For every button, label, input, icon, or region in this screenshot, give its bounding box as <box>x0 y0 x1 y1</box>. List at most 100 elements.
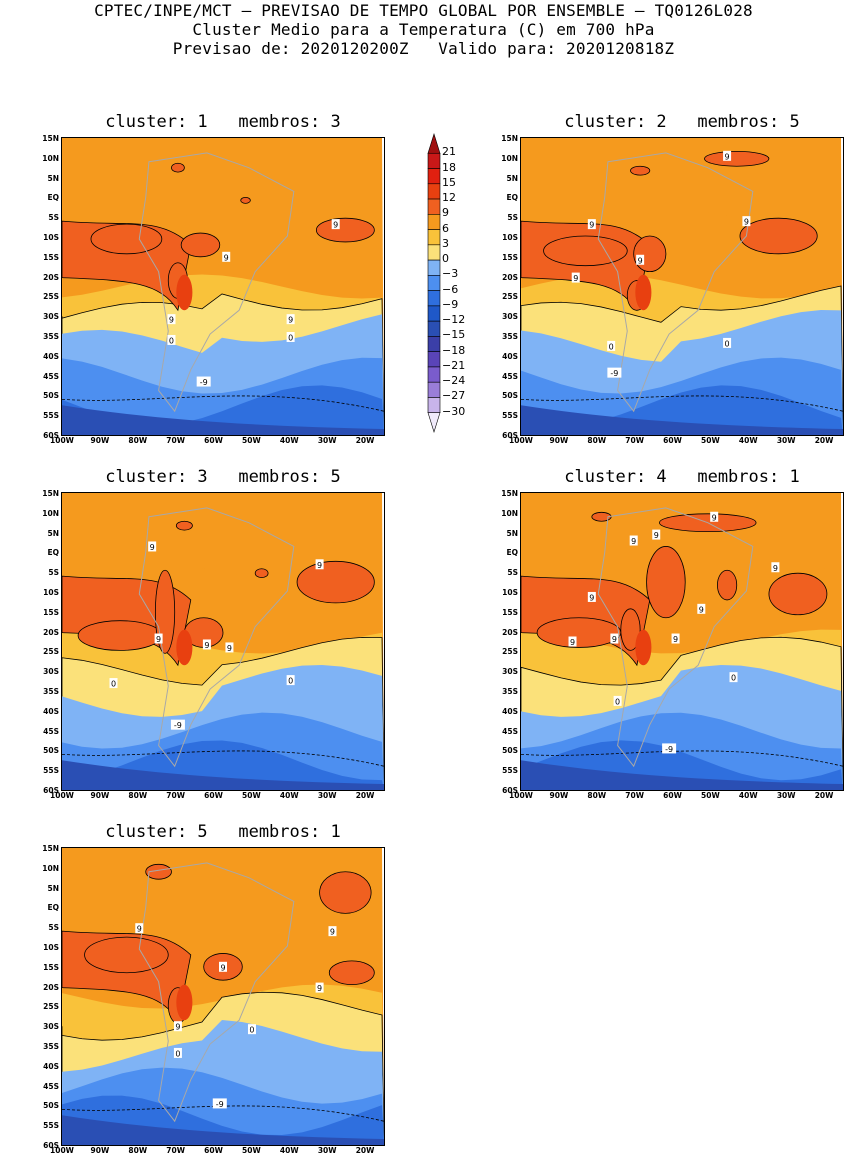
contour-label-box <box>148 541 157 552</box>
contour-label-box <box>568 636 577 647</box>
contour-label-box <box>607 340 616 351</box>
contour-label-text: 0 <box>609 342 614 351</box>
contour-label-text: 9 <box>204 641 209 650</box>
colorbar-label: −30 <box>442 404 466 418</box>
lon-tick-label: 80W <box>128 436 148 445</box>
temperature-field: 9 9 9 9 9 0 0 -9 <box>62 848 384 1145</box>
lat-tick-label: 30S <box>43 667 59 677</box>
lon-tick-label: 20W <box>814 436 834 445</box>
contour-label-text: 9 <box>227 644 232 653</box>
map-panel-4: 9 9 9 9 9 9 9 9 9 0 0 -9 <box>520 492 844 791</box>
contour-label: 9 <box>697 603 706 614</box>
contour-label: 9 <box>202 639 211 650</box>
contour-label: 9 <box>331 219 340 230</box>
lon-tick-label: 100W <box>509 791 533 800</box>
colorbar-label: 18 <box>442 160 456 174</box>
lat-tick-label: 45S <box>43 726 59 736</box>
contour-label-text: 9 <box>589 221 594 230</box>
warm-blob <box>254 568 269 579</box>
lon-tick-label: 40W <box>738 791 758 800</box>
warm-blob <box>633 235 667 273</box>
warm-blob <box>739 217 818 255</box>
contour-label: 9 <box>771 562 780 573</box>
lat-tick-label: 50S <box>43 391 59 401</box>
lat-tick-label: 5N <box>47 173 60 183</box>
contour-label-text: 0 <box>169 336 174 345</box>
map-panel-1: 9 9 9 9 0 0 -9 <box>61 137 385 436</box>
colorbar-label: −12 <box>442 313 466 327</box>
contour-label: 0 <box>607 340 616 351</box>
hot-core <box>635 274 652 311</box>
contour-label: 9 <box>148 541 157 552</box>
map-panel-3: 9 9 9 9 9 0 0 -9 <box>61 492 385 791</box>
lat-tick-label: EQ <box>506 193 519 203</box>
warm-blob <box>154 569 176 654</box>
contour-label: 9 <box>587 591 596 602</box>
contour-label: 9 <box>742 216 751 227</box>
lat-tick-label: 10S <box>43 233 59 242</box>
contour-label-box <box>613 695 622 706</box>
contour-label-text: 9 <box>288 316 293 325</box>
lat-tick-label: 5S <box>48 568 59 578</box>
lat-tick-label: 30S <box>502 312 518 322</box>
lon-tick-label: 90W <box>90 436 110 445</box>
lat-tick-label: 10S <box>502 233 518 242</box>
contour-label: 9 <box>636 254 645 265</box>
lat-tick-label: 5S <box>507 213 518 223</box>
main-title: CPTEC/INPE/MCT – PREVISAO DE TEMPO GLOBA… <box>94 1 753 20</box>
contour-label-box <box>170 719 185 730</box>
lat-tick-label: 25S <box>43 1002 59 1012</box>
contour-label-box <box>173 1021 182 1032</box>
panel-title-4: cluster: 4 membros: 1 <box>564 467 800 487</box>
colorbar-swatch <box>427 336 441 352</box>
forecast-dates: Previsao de: 2020120200Z Valido para: 20… <box>172 39 675 58</box>
contour-label: -9 <box>662 743 677 754</box>
lon-tick-label: 60W <box>204 791 223 800</box>
lon-tick-label: 30W <box>317 791 337 800</box>
contour-label-text: 9 <box>654 531 659 540</box>
lat-tick-label: 20S <box>43 982 59 992</box>
contour-label: 0 <box>286 675 295 686</box>
temperature-band <box>62 385 384 435</box>
warm-blob <box>296 560 375 604</box>
contour-label-text: 9 <box>699 605 704 614</box>
contour-label-text: -9 <box>174 721 182 730</box>
lon-tick-label: 60W <box>663 436 682 445</box>
lat-tick-label: 5S <box>507 568 518 578</box>
lat-tick-label: 50S <box>43 1101 59 1111</box>
lat-tick-label: 15N <box>42 489 59 498</box>
subtitle: Cluster Medio para a Temperatura (C) em … <box>192 20 655 39</box>
contour-label-text: -9 <box>665 745 673 754</box>
lon-tick-label: 50W <box>701 436 720 445</box>
lat-tick-label: 45S <box>502 726 518 736</box>
lat-tick-label: 15N <box>42 844 59 853</box>
contour-label: 9 <box>671 633 680 644</box>
lat-tick-label: 5N <box>47 883 60 893</box>
lat-tick-label: 10N <box>501 508 518 518</box>
contour-label: 0 <box>729 672 738 683</box>
colorbar-label: −6 <box>442 282 459 296</box>
coastline <box>138 507 295 768</box>
warm-blob <box>536 617 622 648</box>
hot-core <box>176 984 193 1021</box>
lon-tick-label: 30W <box>776 436 796 445</box>
contour-label: -9 <box>170 719 185 730</box>
contour-label-text: 0 <box>249 1026 254 1035</box>
colorbar-scale <box>427 132 441 434</box>
coastline <box>138 152 295 413</box>
lon-tick-label: 100W <box>50 436 74 445</box>
panel-title-1: cluster: 1 membros: 3 <box>105 112 341 132</box>
contour-label-text: 9 <box>570 638 575 647</box>
colorbar-swatch <box>427 214 441 230</box>
warm-blob <box>145 863 172 880</box>
contour-label-box <box>587 219 596 230</box>
colorbar-label: 12 <box>442 191 456 205</box>
contour-label: 0 <box>173 1047 182 1058</box>
contour-label-text: 9 <box>631 537 636 546</box>
colorbar-swatch <box>427 132 441 154</box>
contour-label-text: 0 <box>111 680 116 689</box>
lat-tick-label: 5S <box>48 923 59 933</box>
contour-label-text: 9 <box>589 593 594 602</box>
lat-tick-label: 50S <box>502 746 518 756</box>
colorbar-swatch <box>427 244 441 261</box>
